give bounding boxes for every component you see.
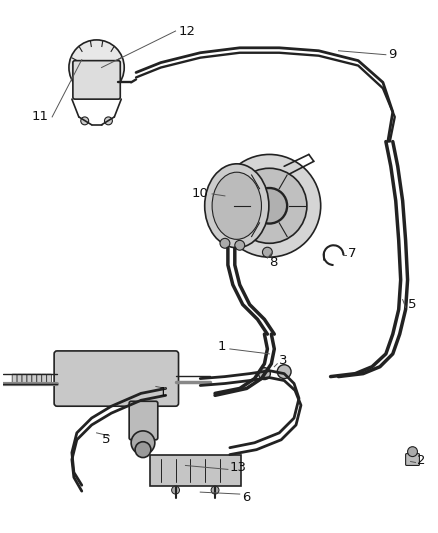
- Circle shape: [258, 368, 270, 379]
- Text: 1: 1: [158, 386, 166, 399]
- Text: 11: 11: [31, 110, 48, 124]
- Circle shape: [81, 117, 88, 125]
- FancyBboxPatch shape: [42, 374, 46, 383]
- FancyBboxPatch shape: [46, 374, 52, 383]
- Text: 10: 10: [191, 188, 208, 200]
- Circle shape: [219, 238, 230, 248]
- Circle shape: [135, 442, 151, 457]
- FancyBboxPatch shape: [129, 401, 157, 440]
- Text: 5: 5: [406, 298, 415, 311]
- FancyBboxPatch shape: [54, 351, 178, 406]
- Text: 2: 2: [417, 454, 425, 467]
- Circle shape: [104, 117, 112, 125]
- Circle shape: [262, 247, 272, 257]
- Circle shape: [69, 40, 124, 95]
- Text: 9: 9: [387, 48, 396, 61]
- Circle shape: [277, 365, 290, 378]
- Circle shape: [231, 168, 306, 243]
- Text: 8: 8: [269, 255, 277, 269]
- Circle shape: [171, 486, 179, 494]
- Text: 3: 3: [279, 354, 287, 367]
- Text: 12: 12: [178, 25, 195, 37]
- Ellipse shape: [204, 164, 268, 248]
- FancyBboxPatch shape: [32, 374, 37, 383]
- FancyBboxPatch shape: [37, 374, 42, 383]
- FancyBboxPatch shape: [27, 374, 32, 383]
- Circle shape: [234, 240, 244, 250]
- Text: 6: 6: [241, 490, 250, 504]
- Ellipse shape: [212, 172, 261, 239]
- Circle shape: [406, 447, 417, 457]
- FancyBboxPatch shape: [22, 374, 27, 383]
- Text: 13: 13: [230, 461, 246, 474]
- Text: 7: 7: [348, 247, 356, 260]
- FancyBboxPatch shape: [17, 374, 22, 383]
- Text: 5: 5: [102, 433, 110, 446]
- FancyBboxPatch shape: [405, 454, 418, 465]
- Circle shape: [251, 188, 286, 223]
- FancyBboxPatch shape: [149, 455, 240, 486]
- Circle shape: [211, 486, 219, 494]
- FancyBboxPatch shape: [12, 374, 17, 383]
- Text: 1: 1: [217, 341, 226, 353]
- FancyBboxPatch shape: [73, 61, 120, 99]
- Circle shape: [218, 155, 320, 257]
- Circle shape: [131, 431, 155, 455]
